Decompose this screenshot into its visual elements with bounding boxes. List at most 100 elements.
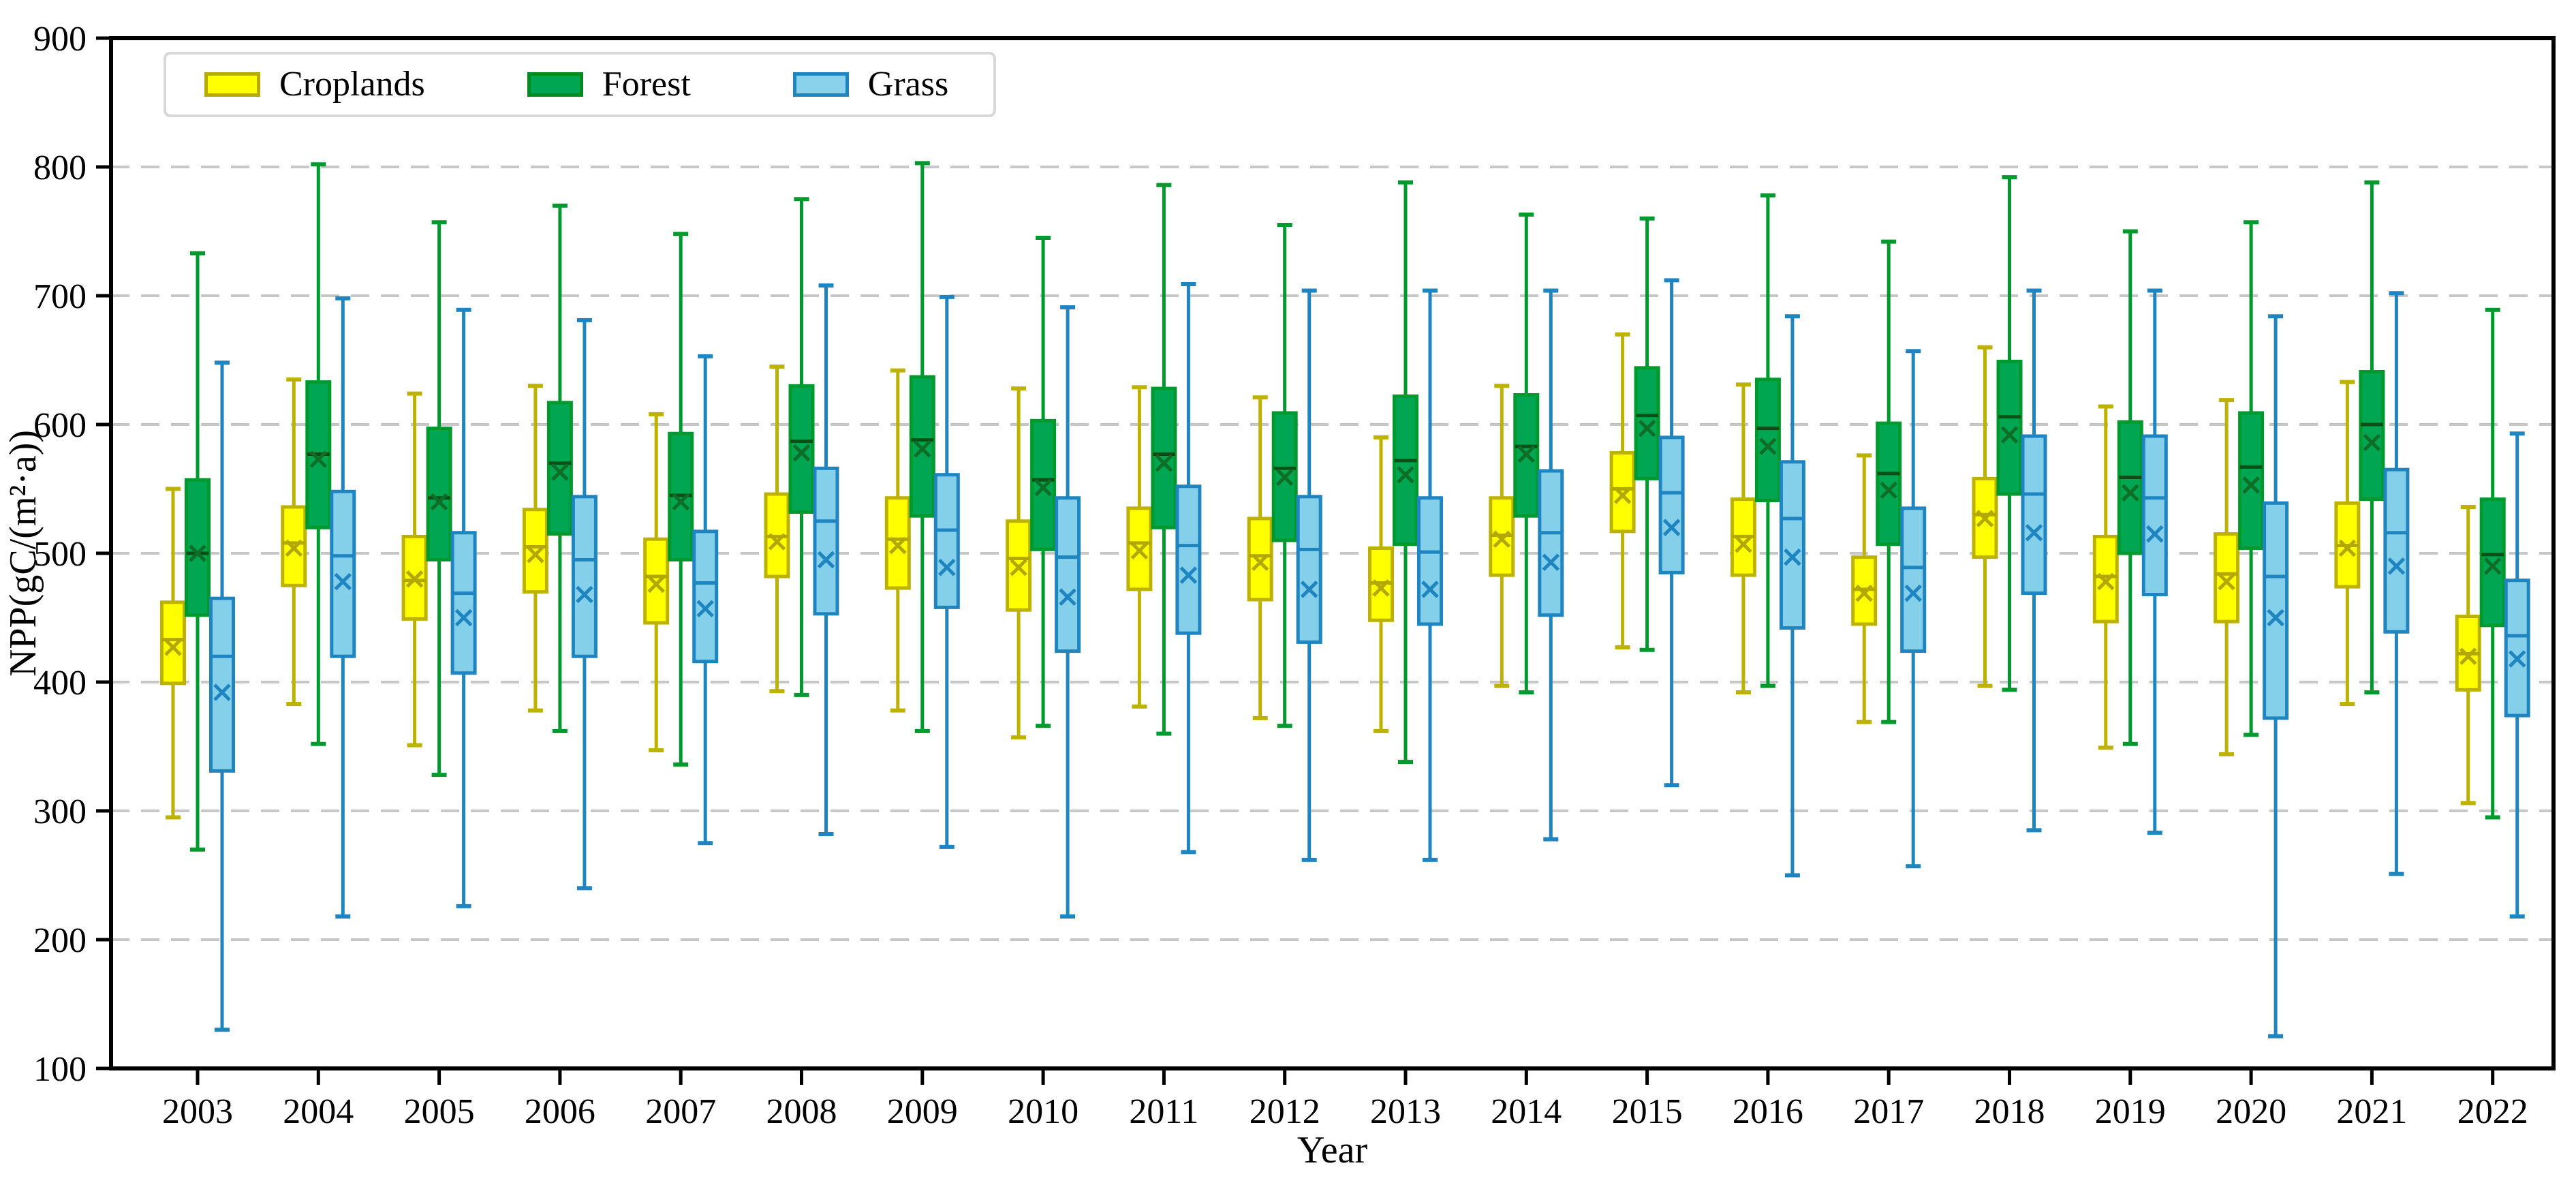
y-tick-label-100: 100: [33, 1050, 87, 1089]
box-forest-2007-mean-icon: [672, 493, 689, 511]
box-grass-2014-iqr: [1538, 469, 1564, 617]
box-forest-2010-iqr: [1030, 418, 1057, 551]
box-grass-2003-mean-icon: [213, 683, 231, 701]
box-forest-2009-iqr: [909, 375, 935, 518]
box-forest-2022-iqr: [2479, 497, 2506, 628]
x-tick-label-2022: 2022: [2457, 1092, 2528, 1131]
box-croplands-2021-mean-icon: [2338, 539, 2357, 557]
box-grass-2009-mean-icon: [938, 559, 956, 576]
box-grass-2018-mean-icon: [2025, 523, 2043, 542]
y-tick-label-200: 200: [33, 921, 87, 960]
box-grass-2009-iqr: [933, 473, 960, 609]
y-axis-title: NPP(gC/(m²·a)): [2, 430, 44, 677]
y-tick-label-600: 600: [33, 406, 87, 445]
box-grass-2016-mean-icon: [1784, 548, 1801, 566]
x-tick-label-2009: 2009: [887, 1092, 958, 1131]
box-croplands-2015-mean-icon: [1613, 487, 1632, 504]
x-tick-label-2004: 2004: [283, 1092, 354, 1131]
x-tick-label-2011: 2011: [1129, 1092, 1198, 1131]
box-forest-2009-mean-icon: [914, 440, 931, 458]
box-forest-2015-mean-icon: [1638, 419, 1656, 437]
croplands-swatch-icon: [204, 72, 260, 97]
box-forest-2020-iqr: [2238, 411, 2265, 550]
legend: Croplands Forest Grass: [164, 52, 996, 117]
y-tick-label-900: 900: [33, 20, 87, 59]
x-tick-label-2018: 2018: [1974, 1092, 2045, 1131]
box-forest-2006-mean-icon: [551, 463, 569, 481]
box-forest-2008-mean-icon: [792, 444, 811, 462]
box-croplands-2006-iqr: [522, 508, 548, 594]
x-tick-label-2015: 2015: [1612, 1092, 1683, 1131]
legend-label-croplands: Croplands: [279, 65, 425, 104]
box-grass-2010-mean-icon: [1059, 588, 1076, 606]
box-grass-2019-iqr: [2141, 434, 2168, 596]
x-tick-label-2012: 2012: [1250, 1092, 1320, 1131]
box-forest-2005-iqr: [426, 427, 452, 561]
box-grass-2017-iqr: [1900, 506, 1927, 653]
x-tick-label-2003: 2003: [162, 1092, 233, 1131]
x-tick-label-2008: 2008: [766, 1092, 837, 1131]
box-grass-2015-mean-icon: [1662, 519, 1681, 536]
box-grass-2022-mean-icon: [2508, 650, 2526, 668]
box-grass-2007-mean-icon: [696, 600, 714, 618]
x-tick-label-2019: 2019: [2095, 1092, 2166, 1131]
box-grass-2019-mean-icon: [2146, 525, 2164, 543]
box-grass-2004-mean-icon: [334, 572, 352, 591]
box-croplands-2004-mean-icon: [285, 539, 303, 557]
box-forest-2012-iqr: [1271, 411, 1298, 542]
x-tick-label-2017: 2017: [1853, 1092, 1924, 1131]
box-grass-2010-iqr: [1055, 496, 1081, 653]
box-forest-2022-mean-icon: [2483, 557, 2502, 575]
box-croplands-2009-mean-icon: [889, 536, 907, 555]
box-forest-2021-mean-icon: [2363, 433, 2381, 452]
legend-item-grass: Grass: [792, 65, 949, 104]
box-grass-2017-mean-icon: [1904, 584, 1922, 602]
box-grass-2004-iqr: [330, 489, 356, 658]
box-forest-2016-mean-icon: [1759, 437, 1777, 455]
y-tick-label-500: 500: [33, 535, 87, 574]
box-croplands-2020-mean-icon: [2218, 572, 2235, 591]
box-croplands-2006-mean-icon: [527, 546, 544, 564]
box-croplands-2007-mean-icon: [647, 575, 665, 594]
box-croplands-2009-iqr: [884, 496, 911, 590]
box-forest-2015-iqr: [1634, 366, 1660, 480]
box-croplands-2020-iqr: [2214, 532, 2240, 623]
box-forest-2004-mean-icon: [309, 450, 328, 468]
box-croplands-2008-mean-icon: [768, 533, 786, 551]
box-grass-2015-iqr: [1658, 435, 1685, 574]
x-tick-label-2010: 2010: [1008, 1092, 1078, 1131]
box-grass-2012-mean-icon: [1300, 581, 1318, 598]
box-forest-2019-iqr: [2117, 420, 2143, 555]
legend-item-croplands: Croplands: [204, 67, 425, 102]
box-croplands-2014-mean-icon: [1493, 530, 1511, 548]
box-grass-2021-iqr: [2383, 467, 2410, 634]
x-tick-label-2007: 2007: [645, 1092, 716, 1131]
y-tick-label-400: 400: [33, 664, 87, 703]
y-tick-label-800: 800: [33, 149, 87, 187]
box-grass-2008-iqr: [813, 466, 839, 616]
box-grass-2012-iqr: [1296, 495, 1322, 644]
box-croplands-2015-iqr: [1609, 451, 1636, 534]
forest-swatch-icon: [527, 72, 583, 97]
box-forest-2013-iqr: [1393, 394, 1418, 546]
legend-label-grass: Grass: [867, 65, 949, 104]
box-grass-2006-iqr: [571, 495, 598, 658]
box-grass-2018-iqr: [2021, 434, 2047, 596]
box-forest-2011-mean-icon: [1155, 454, 1173, 472]
box-forest-2020-mean-icon: [2242, 476, 2260, 494]
box-croplands-2013-mean-icon: [1372, 579, 1390, 597]
box-croplands-2011-mean-icon: [1130, 542, 1149, 559]
legend-label-forest: Forest: [602, 65, 691, 104]
box-forest-2017-mean-icon: [1880, 481, 1897, 499]
box-grass-2006-mean-icon: [576, 585, 593, 604]
box-grass-2005-mean-icon: [454, 608, 473, 627]
box-croplands-2022-mean-icon: [2459, 647, 2477, 665]
grass-swatch-icon: [792, 72, 849, 97]
box-grass-2016-iqr: [1779, 460, 1805, 630]
box-croplands-2007-iqr: [643, 537, 670, 625]
box-grass-2011-mean-icon: [1179, 566, 1198, 584]
box-croplands-2005-mean-icon: [405, 570, 424, 588]
box-forest-2006-iqr: [546, 401, 573, 536]
